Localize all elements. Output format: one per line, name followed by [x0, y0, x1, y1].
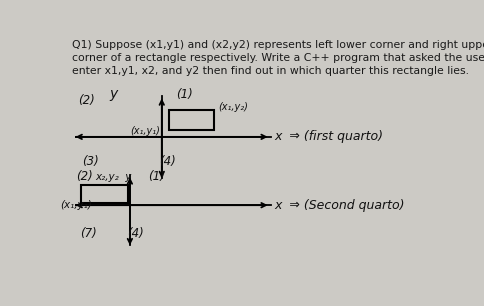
Text: enter x1,y1, x2, and y2 then find out in which quarter this rectangle lies.: enter x1,y1, x2, and y2 then find out in… [72, 66, 469, 76]
Text: (7): (7) [80, 227, 97, 240]
Text: (3): (3) [82, 155, 99, 168]
Bar [169, 110, 214, 130]
Text: x₂,y₂  y: x₂,y₂ y [95, 172, 131, 182]
Text: x  ⇒ (Second quarto): x ⇒ (Second quarto) [274, 199, 405, 212]
Text: (1): (1) [148, 170, 165, 183]
Text: (4): (4) [127, 227, 144, 240]
Text: (1): (1) [176, 88, 193, 101]
Text: (x₁,y₁): (x₁,y₁) [130, 126, 160, 136]
Bar [81, 185, 128, 203]
Text: (2): (2) [78, 94, 95, 107]
Text: y: y [109, 88, 117, 102]
Text: (4): (4) [159, 155, 176, 168]
Text: x  ⇒ (first quarto): x ⇒ (first quarto) [274, 130, 383, 143]
Text: (x₁,y₁): (x₁,y₁) [60, 200, 92, 210]
Text: Q1) Suppose (x1,y1) and (x2,y2) represents left lower corner and right upper: Q1) Suppose (x1,y1) and (x2,y2) represen… [72, 40, 484, 50]
Text: (x₁,y₂): (x₁,y₂) [218, 103, 248, 112]
Text: corner of a rectangle respectively. Write a C++ program that asked the user to: corner of a rectangle respectively. Writ… [72, 53, 484, 63]
Text: (2): (2) [76, 170, 93, 183]
